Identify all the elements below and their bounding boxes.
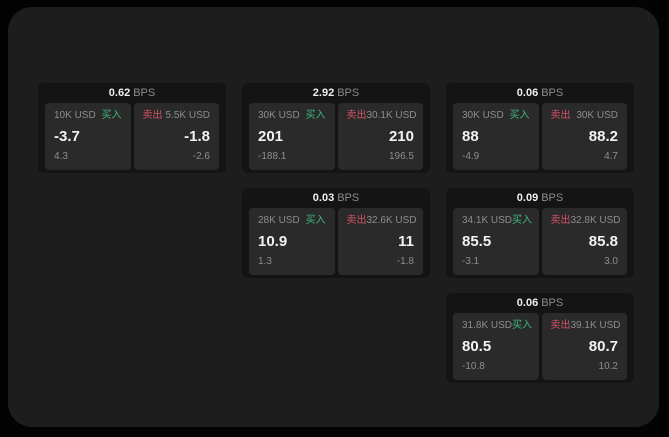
buy-amount: 30K USD [258,110,300,121]
quote-card-4: 0.03 BPS 28K USD 买入 10.9 1.3 卖出 32.6K USD… [242,188,430,278]
sell-amount: 32.8K USD [570,215,621,226]
buy-amount: 28K USD [258,215,300,226]
quote-card-2: 2.92 BPS 30K USD 买入 201 -188.1 卖出 30.1K U… [242,83,430,173]
quote-panels: 10K USD 买入 -3.7 4.3 卖出 5.5K USD -1.8 -2.… [45,103,219,170]
buy-change: -188.1 [258,151,287,162]
buy-price: 201 [258,128,284,145]
sell-side-label: 卖出 [346,110,367,121]
quote-panels: 34.1K USD 买入 85.5 -3.1 卖出 32.8K USD 85.8… [453,208,627,275]
buy-side-label: 买入 [305,215,326,226]
buy-amount: 34.1K USD [462,215,513,226]
sell-change: 10.2 [598,361,618,372]
bps-header: 0.06 BPS [453,293,627,313]
buy-side-label: 买入 [305,110,326,121]
sell-change: -2.6 [192,151,210,162]
sell-change: 196.5 [388,151,414,162]
bps-value: 0.06 [516,297,539,309]
buy-change: -10.8 [462,361,485,372]
sell-change: 3.0 [604,256,618,267]
sell-quote-panel[interactable]: 卖出 32.6K USD 11 -1.8 [337,208,423,275]
quote-card-1: 0.62 BPS 10K USD 买入 -3.7 4.3 卖出 5.5K USD … [38,83,226,173]
sell-price: 88.2 [588,128,618,145]
buy-quote-panel[interactable]: 10K USD 买入 -3.7 4.3 [45,103,131,170]
quote-panels: 30K USD 买入 88 -4.9 卖出 30K USD 88.2 4.7 [453,103,627,170]
bps-unit-label: BPS [133,87,156,99]
buy-change: -4.9 [462,151,480,162]
sell-price: 80.7 [588,338,618,355]
buy-change: 4.3 [54,151,68,162]
buy-quote-panel[interactable]: 30K USD 买入 88 -4.9 [453,103,539,170]
bps-header: 2.92 BPS [249,83,423,103]
bps-value: 0.06 [516,87,539,99]
sell-quote-panel[interactable]: 卖出 5.5K USD -1.8 -2.6 [133,103,219,170]
sell-side-label: 卖出 [346,215,367,226]
buy-amount: 31.8K USD [462,320,513,331]
quote-panels: 28K USD 买入 10.9 1.3 卖出 32.6K USD 11 -1.8 [249,208,423,275]
sell-side-label: 卖出 [142,110,163,121]
buy-quote-panel[interactable]: 34.1K USD 买入 85.5 -3.1 [453,208,539,275]
bps-value: 0.09 [516,192,539,204]
bps-unit-label: BPS [541,192,564,204]
sell-price: -1.8 [184,128,210,145]
buy-amount: 30K USD [462,110,504,121]
quote-panels: 31.8K USD 买入 80.5 -10.8 卖出 39.1K USD 80.… [453,313,627,380]
bps-value: 0.62 [108,87,131,99]
sell-change: 4.7 [604,151,618,162]
buy-quote-panel[interactable]: 31.8K USD 买入 80.5 -10.8 [453,313,539,380]
sell-price: 85.8 [588,233,618,250]
sell-price: 11 [398,233,414,250]
quote-card-6: 0.06 BPS 31.8K USD 买入 80.5 -10.8 卖出 39.1K… [446,293,634,383]
sell-side-label: 卖出 [550,320,571,331]
app-window: 0.62 BPS 10K USD 买入 -3.7 4.3 卖出 5.5K USD … [8,7,659,427]
bps-value: 2.92 [312,87,335,99]
buy-change: 1.3 [258,256,272,267]
sell-quote-panel[interactable]: 卖出 39.1K USD 80.7 10.2 [541,313,627,380]
buy-quote-panel[interactable]: 28K USD 买入 10.9 1.3 [249,208,335,275]
bps-value: 0.03 [312,192,335,204]
sell-quote-panel[interactable]: 卖出 30.1K USD 210 196.5 [337,103,423,170]
bps-header: 0.03 BPS [249,188,423,208]
sell-price: 210 [388,128,414,145]
bps-unit-label: BPS [541,297,564,309]
sell-side-label: 卖出 [550,110,571,121]
buy-side-label: 买入 [512,215,533,226]
bps-header: 0.09 BPS [453,188,627,208]
buy-amount: 10K USD [54,110,96,121]
bps-header: 0.06 BPS [453,83,627,103]
buy-side-label: 买入 [512,320,533,331]
buy-side-label: 买入 [101,110,122,121]
buy-side-label: 买入 [509,110,530,121]
bps-header: 0.62 BPS [45,83,219,103]
sell-change: -1.8 [396,256,414,267]
sell-amount: 5.5K USD [165,110,210,121]
quote-card-3: 0.06 BPS 30K USD 买入 88 -4.9 卖出 30K USD 88… [446,83,634,173]
quote-panels: 30K USD 买入 201 -188.1 卖出 30.1K USD 210 1… [249,103,423,170]
buy-price: -3.7 [54,128,80,145]
sell-quote-panel[interactable]: 卖出 30K USD 88.2 4.7 [541,103,627,170]
quote-card-5: 0.09 BPS 34.1K USD 买入 85.5 -3.1 卖出 32.8K … [446,188,634,278]
buy-quote-panel[interactable]: 30K USD 买入 201 -188.1 [249,103,335,170]
sell-amount: 30K USD [576,110,618,121]
sell-amount: 39.1K USD [570,320,621,331]
bps-unit-label: BPS [337,192,360,204]
buy-change: -3.1 [462,256,480,267]
sell-amount: 30.1K USD [366,110,417,121]
bps-unit-label: BPS [337,87,360,99]
sell-quote-panel[interactable]: 卖出 32.8K USD 85.8 3.0 [541,208,627,275]
sell-side-label: 卖出 [550,215,571,226]
buy-price: 80.5 [462,338,492,355]
buy-price: 88 [462,128,479,145]
buy-price: 85.5 [462,233,492,250]
sell-amount: 32.6K USD [366,215,417,226]
bps-unit-label: BPS [541,87,564,99]
buy-price: 10.9 [258,233,288,250]
